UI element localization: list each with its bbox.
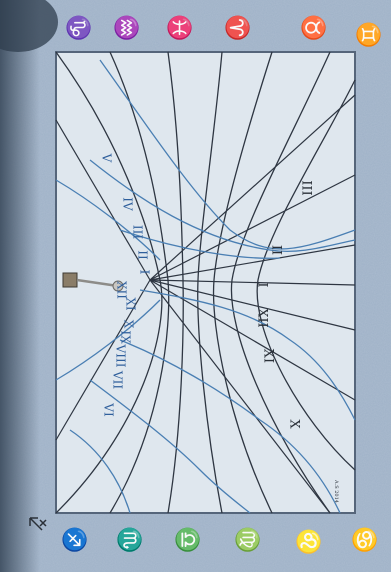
hour-line: [69, 429, 131, 514]
hour-line: [149, 279, 356, 401]
hour-numeral: I: [255, 282, 270, 287]
hour-line: [55, 119, 151, 281]
hour-numeral: IV: [121, 197, 135, 211]
hour-numeral: II: [269, 245, 284, 255]
zodiac-signs-bottom: ♐ ♏ ♎ ♍ ♌ ♋: [61, 526, 377, 555]
zodiac-sign: ♒: [113, 14, 139, 41]
gnomon-plate: [62, 272, 78, 288]
hour-line: [139, 289, 356, 421]
gnomon-nodus: [112, 280, 124, 292]
hour-line: [149, 279, 356, 286]
hour-numeral: X: [287, 419, 302, 429]
zodiac-sign: ♉: [300, 14, 326, 41]
hour-numeral: V: [100, 153, 114, 163]
hour-numeral: III: [299, 180, 314, 195]
zodiac-sign: ♈: [224, 14, 250, 41]
hour-line: [55, 179, 161, 261]
direction-mark: [29, 517, 47, 531]
wall-shadow: [0, 0, 40, 572]
artist-signature: A.S 2014: [333, 479, 339, 503]
hour-line: [55, 279, 151, 441]
hour-line: [149, 94, 356, 281]
zodiac-sign: ♐: [61, 526, 87, 553]
hour-line: [149, 174, 356, 281]
hour-numeral: I: [138, 270, 152, 275]
date-line: [212, 51, 273, 514]
hour-line: [149, 279, 331, 514]
zodiac-sign: ♌: [295, 528, 321, 555]
zodiac-signs-top: ♑ ♒ ♓ ♈ ♉ ♊: [65, 14, 381, 48]
hour-numeral: VI: [102, 402, 116, 417]
hour-lines-dark: [55, 94, 356, 514]
hour-numeral: XI: [261, 349, 276, 363]
hour-line: [89, 159, 356, 253]
hour-numeral: II: [136, 250, 150, 260]
hour-numeral: III: [131, 225, 145, 239]
hour-line: [149, 279, 356, 331]
hour-numeral: XI: [124, 297, 138, 311]
zodiac-sign: ♊: [355, 21, 381, 48]
hour-line: [119, 339, 341, 514]
zodiac-sign: ♋: [351, 526, 377, 553]
date-line: [230, 51, 331, 514]
hour-line: [55, 299, 161, 381]
zodiac-sign: ♓: [166, 14, 192, 41]
hour-numeral: XII: [255, 308, 270, 328]
hour-line: [119, 229, 281, 259]
zodiac-sign: ♎: [174, 526, 200, 553]
hour-numeral: IX: [119, 330, 133, 344]
hour-numeral: X: [122, 320, 136, 329]
zodiac-sign: ♑: [65, 14, 91, 41]
hour-numeral: VIII: [114, 344, 128, 368]
zodiac-sign: ♍: [234, 526, 260, 553]
wall-shadow-corner: [0, 0, 58, 52]
date-line: [197, 51, 223, 514]
gnomon: [62, 272, 124, 292]
hour-line: [99, 59, 356, 250]
date-line: [167, 51, 184, 514]
hour-numeral: VII: [111, 370, 125, 389]
hour-lines-blue: [55, 59, 356, 514]
hour-line: [149, 244, 356, 281]
gnomon-rod: [76, 278, 119, 288]
zodiac-sign: ♏: [116, 526, 142, 553]
hour-numeral: XII: [115, 281, 129, 299]
dial-face: [55, 51, 356, 514]
hour-line: [89, 379, 251, 514]
date-line: [256, 79, 356, 471]
